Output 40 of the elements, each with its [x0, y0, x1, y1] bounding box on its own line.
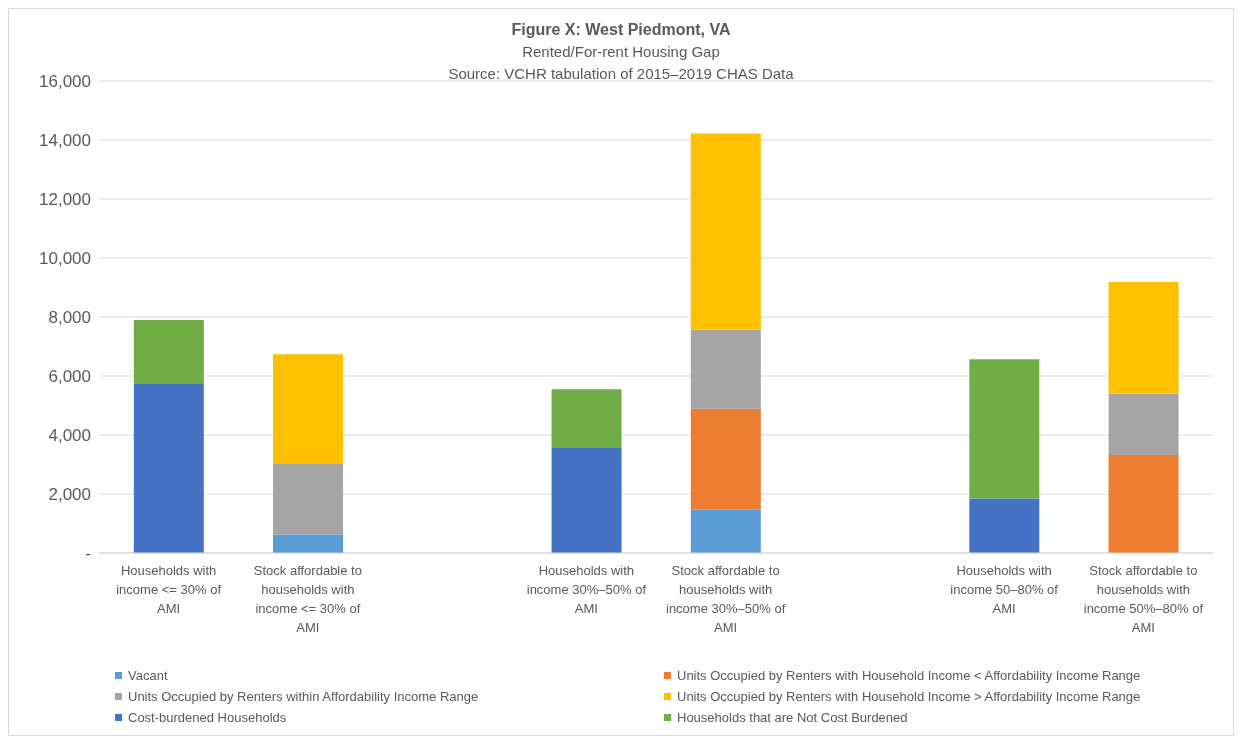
y-tick-label: 4,000 — [48, 426, 91, 446]
bar — [969, 359, 1040, 499]
legend-label: Households that are Not Cost Burdened — [677, 710, 908, 725]
y-tick-label: 6,000 — [48, 367, 91, 387]
x-tick-label: Households with income 30%–50% of AMI — [526, 563, 647, 616]
legend-label: Units Occupied by Renters within Affordability Income Range — [128, 689, 479, 704]
y-tick-label: 16,000 — [39, 72, 91, 92]
y-tick-label: 10,000 — [39, 249, 91, 269]
bar — [273, 534, 344, 553]
bar — [551, 447, 622, 553]
x-tick-label: Stock affordable to households with income 30%–50% of AMI — [666, 563, 786, 635]
y-tick-label: - — [85, 544, 91, 564]
y-tick-label: 12,000 — [39, 190, 91, 210]
x-tick-label: Households with income <= 30% of AMI — [116, 563, 222, 616]
x-tick-label: Stock affordable to households with income 50%–80% of AMI — [1083, 563, 1204, 635]
bar — [690, 329, 761, 409]
legend-label: Cost-burdened Households — [128, 710, 287, 725]
y-tick-label: 14,000 — [39, 131, 91, 151]
chart-title: Figure X: West Piedmont, VA — [510, 20, 732, 40]
legend-label: Units Occupied by Renters with Household Income < Affordability Income Range — [677, 668, 1141, 683]
bar — [273, 354, 344, 464]
x-tick-label: Stock affordable to households with income <= 30% of AMI — [253, 563, 362, 635]
chart-subtitle: Rented/For-rent Housing Gap — [521, 42, 721, 62]
x-tick-label: Households with income 50–80% of AMI — [950, 563, 1059, 616]
annotation: Source: VCHR tabulation of 2015–2019 CHAS Data — [444, 65, 798, 82]
bar — [969, 498, 1040, 553]
bar — [690, 408, 761, 510]
y-tick-label: 8,000 — [48, 308, 91, 328]
bar — [133, 383, 204, 553]
bar — [1108, 455, 1179, 553]
bar — [133, 319, 204, 384]
legend-label: Vacant — [128, 668, 168, 683]
legend-label: Units Occupied by Renters with Household Income > Affordability Income Range — [677, 689, 1141, 704]
bar — [551, 389, 622, 448]
bar — [690, 133, 761, 330]
bar — [1108, 281, 1179, 394]
y-tick-label: 2,000 — [48, 485, 91, 505]
bar — [273, 463, 344, 535]
bar — [690, 509, 761, 553]
bar — [1108, 393, 1179, 456]
